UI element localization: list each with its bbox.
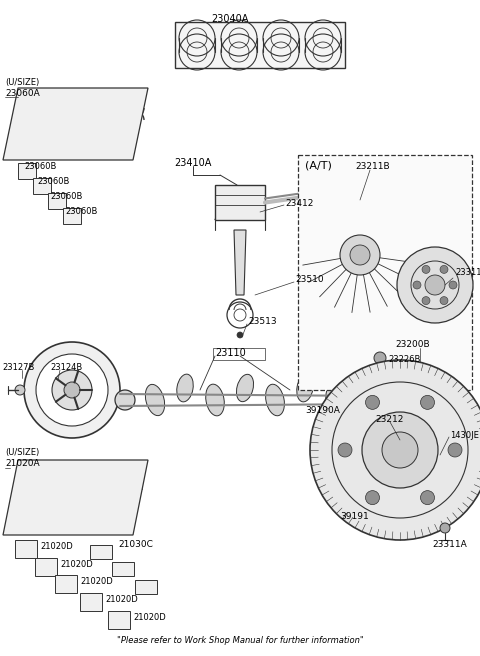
- Text: 23510: 23510: [295, 276, 324, 285]
- Text: 23060B: 23060B: [65, 207, 97, 216]
- Text: (U/SIZE): (U/SIZE): [5, 78, 39, 87]
- Ellipse shape: [206, 384, 224, 416]
- Text: "Please refer to Work Shop Manual for further information": "Please refer to Work Shop Manual for fu…: [117, 636, 363, 645]
- Text: 21020D: 21020D: [133, 613, 166, 622]
- Text: 23110: 23110: [215, 348, 246, 358]
- Text: 23200B: 23200B: [395, 340, 430, 349]
- Circle shape: [397, 247, 473, 323]
- Text: 21030C: 21030C: [118, 540, 153, 549]
- Circle shape: [420, 491, 434, 504]
- Polygon shape: [108, 611, 130, 629]
- Text: 23060A: 23060A: [5, 89, 40, 98]
- Text: (A/T): (A/T): [305, 160, 332, 170]
- Text: 23412: 23412: [285, 199, 313, 207]
- Polygon shape: [234, 230, 246, 295]
- Ellipse shape: [297, 374, 313, 402]
- Ellipse shape: [177, 374, 193, 402]
- Ellipse shape: [326, 384, 344, 416]
- Circle shape: [422, 297, 430, 304]
- Circle shape: [440, 297, 448, 304]
- Text: 23060B: 23060B: [37, 177, 70, 186]
- Circle shape: [365, 396, 380, 409]
- Polygon shape: [298, 155, 472, 390]
- Circle shape: [310, 360, 480, 540]
- Text: 23211B: 23211B: [355, 162, 390, 171]
- Circle shape: [448, 443, 462, 457]
- Polygon shape: [90, 545, 112, 559]
- Circle shape: [440, 523, 450, 533]
- Polygon shape: [35, 558, 57, 576]
- Circle shape: [382, 432, 418, 468]
- Circle shape: [340, 235, 380, 275]
- Polygon shape: [3, 460, 148, 535]
- Circle shape: [413, 281, 421, 289]
- Circle shape: [64, 382, 80, 398]
- Polygon shape: [48, 193, 66, 209]
- Text: (U/SIZE): (U/SIZE): [5, 448, 39, 457]
- Polygon shape: [135, 580, 157, 594]
- Circle shape: [425, 275, 445, 295]
- Text: 23226B: 23226B: [388, 356, 420, 365]
- Polygon shape: [18, 163, 36, 179]
- Ellipse shape: [265, 384, 285, 416]
- Text: 23060B: 23060B: [50, 192, 83, 201]
- Circle shape: [36, 354, 108, 426]
- Circle shape: [422, 266, 430, 274]
- Circle shape: [358, 418, 382, 442]
- Text: 23124B: 23124B: [50, 363, 82, 372]
- Text: 23311A: 23311A: [432, 540, 467, 549]
- Text: 23127B: 23127B: [2, 363, 35, 372]
- Polygon shape: [215, 185, 265, 220]
- Ellipse shape: [237, 375, 253, 401]
- Circle shape: [365, 493, 375, 503]
- Text: 23060B: 23060B: [24, 162, 56, 171]
- Circle shape: [237, 332, 243, 338]
- Circle shape: [374, 352, 386, 364]
- Polygon shape: [15, 540, 37, 558]
- Circle shape: [440, 266, 448, 274]
- Polygon shape: [175, 22, 345, 68]
- Text: 23311B: 23311B: [455, 268, 480, 277]
- Ellipse shape: [145, 384, 165, 416]
- Text: 21020D: 21020D: [105, 595, 138, 604]
- Text: 23513: 23513: [248, 318, 276, 327]
- Circle shape: [52, 370, 92, 410]
- Circle shape: [338, 443, 352, 457]
- Text: 21020D: 21020D: [40, 542, 73, 551]
- Text: 21020D: 21020D: [60, 560, 93, 569]
- Text: 39190A: 39190A: [305, 406, 340, 415]
- Circle shape: [330, 390, 410, 470]
- Polygon shape: [55, 575, 77, 593]
- Circle shape: [115, 390, 135, 410]
- Text: 1430JE: 1430JE: [450, 430, 479, 440]
- Text: 39191: 39191: [341, 512, 370, 521]
- Text: 21020D: 21020D: [80, 577, 113, 586]
- Circle shape: [365, 491, 380, 504]
- Polygon shape: [80, 593, 102, 611]
- Text: 21020A: 21020A: [5, 459, 40, 468]
- Text: 23040A: 23040A: [211, 14, 249, 24]
- Circle shape: [24, 342, 120, 438]
- Circle shape: [15, 385, 25, 395]
- Circle shape: [420, 396, 434, 409]
- Polygon shape: [33, 178, 51, 194]
- Polygon shape: [63, 208, 81, 224]
- Circle shape: [350, 245, 370, 265]
- Text: 23410A: 23410A: [174, 158, 212, 168]
- Text: 23212: 23212: [375, 415, 403, 424]
- Circle shape: [449, 281, 457, 289]
- Polygon shape: [112, 562, 134, 576]
- Polygon shape: [3, 88, 148, 160]
- Circle shape: [362, 412, 438, 488]
